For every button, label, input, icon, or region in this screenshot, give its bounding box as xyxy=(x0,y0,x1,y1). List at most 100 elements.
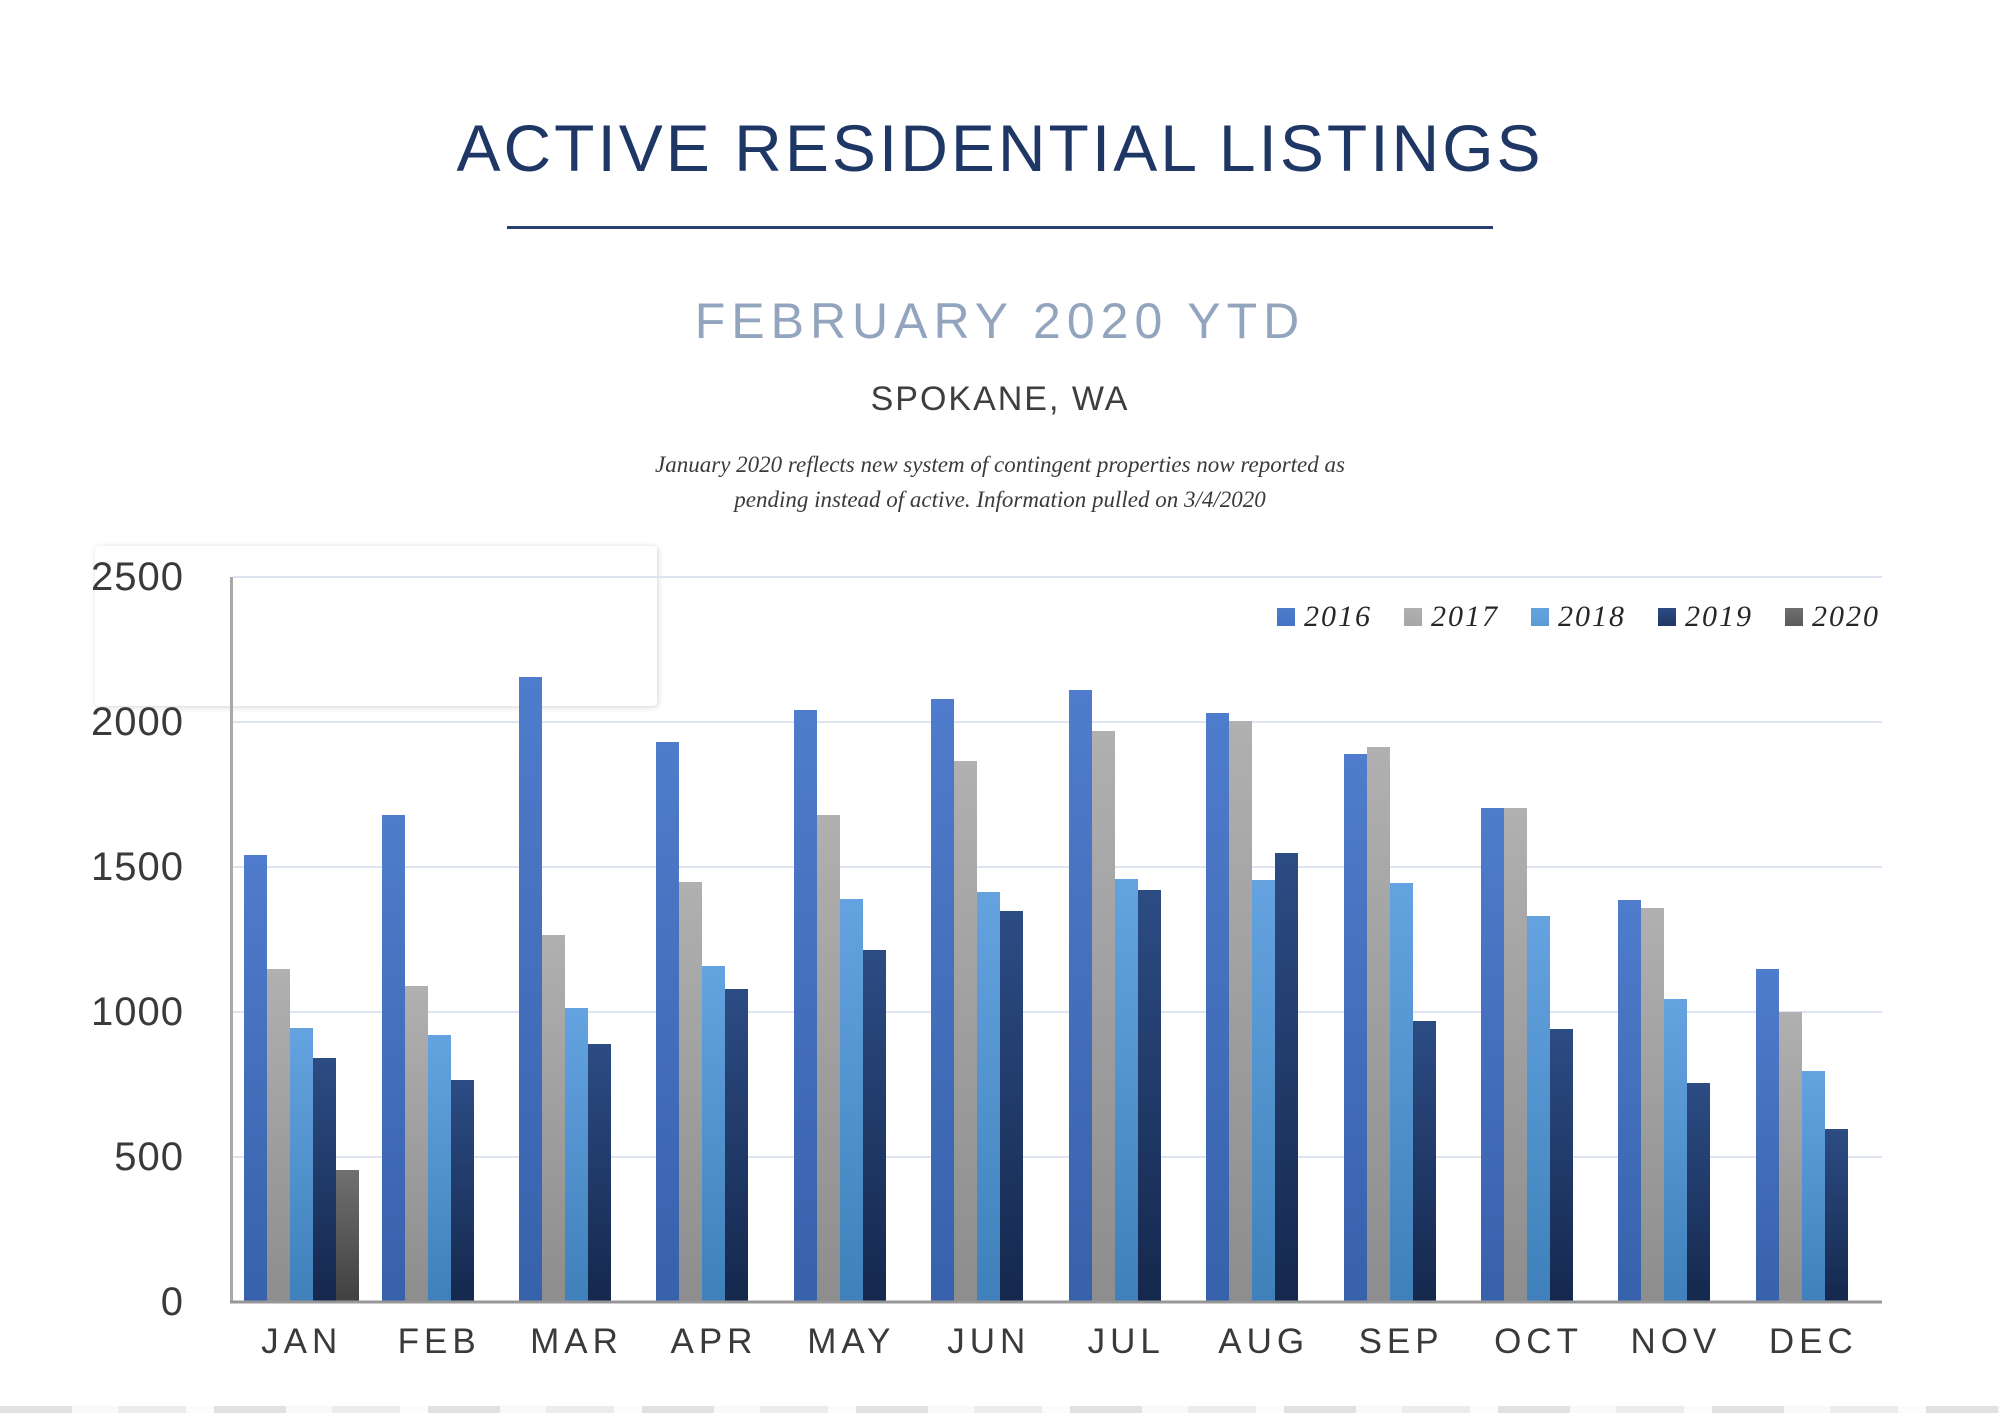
bar-slot-2019-jun xyxy=(1000,577,1024,1302)
bar-2018-dec xyxy=(1801,1071,1825,1302)
x-label-sep: SEP xyxy=(1358,1322,1444,1361)
bar-slot-2017-apr xyxy=(679,577,703,1302)
bar-slot-2019-sep xyxy=(1412,577,1436,1302)
bar-slot-2018-jan xyxy=(290,577,314,1302)
chart-backdrop-shadow xyxy=(95,546,657,706)
bar-slot-2020-dec xyxy=(1848,577,1871,1302)
x-axis-line xyxy=(230,1300,1882,1304)
legend-swatch-2018 xyxy=(1531,608,1549,626)
bar-2020-jan xyxy=(336,1170,360,1302)
bar-slot-2016-jun xyxy=(931,577,955,1302)
bar-group-jun xyxy=(920,577,1057,1302)
bar-2017-aug xyxy=(1229,720,1253,1302)
legend-label-2017: 2017 xyxy=(1431,600,1499,633)
bar-slot-2017-nov xyxy=(1641,577,1665,1302)
legend-swatch-2016 xyxy=(1277,608,1295,626)
bar-slot-2018-aug xyxy=(1252,577,1276,1302)
bar-2017-mar xyxy=(542,935,566,1302)
bar-slot-2018-nov xyxy=(1664,577,1688,1302)
bar-slot-2018-may xyxy=(839,577,863,1302)
bar-slot-2019-jul xyxy=(1137,577,1161,1302)
bar-slot-2019-oct xyxy=(1550,577,1573,1302)
legend-item-2018: 2018 xyxy=(1531,602,1626,632)
bar-2019-nov xyxy=(1687,1083,1711,1302)
x-label-jan: JAN xyxy=(261,1322,343,1361)
bar-group-mar xyxy=(508,577,645,1302)
legend-swatch-2020 xyxy=(1785,608,1803,626)
y-tick-label-1500: 1500 xyxy=(91,845,184,889)
bar-slot-2019-dec xyxy=(1824,577,1848,1302)
bar-slot-2016-nov xyxy=(1618,577,1642,1302)
bar-slot-2017-feb xyxy=(404,577,428,1302)
bar-slot-2020-oct xyxy=(1573,577,1596,1302)
bar-2019-jun xyxy=(1000,910,1024,1302)
bar-2019-aug xyxy=(1275,852,1299,1302)
bar-slot-2016-dec xyxy=(1755,577,1779,1302)
bar-2018-sep xyxy=(1389,882,1413,1302)
legend: 2016 2017 2018 2019 2020 xyxy=(1277,602,1880,632)
bar-slot-2020-jun xyxy=(1023,577,1046,1302)
bar-group-jul xyxy=(1058,577,1195,1302)
bar-2018-jul xyxy=(1114,878,1138,1302)
bar-slot-2016-may xyxy=(793,577,817,1302)
x-axis-labels: JAN FEB MAR APR MAY JUN JUL AUG SEP OCT NOV DEC xyxy=(233,1322,1882,1362)
gridline-2000 xyxy=(233,721,1882,723)
bar-slot-2017-oct xyxy=(1504,577,1527,1302)
bar-slot-2017-sep xyxy=(1366,577,1390,1302)
y-tick-label-0: 0 xyxy=(160,1280,184,1324)
bottom-edge-artifact xyxy=(0,1406,2000,1413)
legend-swatch-2019 xyxy=(1658,608,1676,626)
plot-area xyxy=(230,576,1882,1304)
x-label-jul: JUL xyxy=(1087,1322,1165,1361)
bar-slot-2016-sep xyxy=(1343,577,1367,1302)
bar-slot-2020-feb xyxy=(474,577,497,1302)
bar-slot-2019-nov xyxy=(1687,577,1711,1302)
bar-2017-oct xyxy=(1504,807,1527,1302)
bar-slot-2016-feb xyxy=(381,577,405,1302)
bar-slot-2018-sep xyxy=(1389,577,1413,1302)
x-label-aug: AUG xyxy=(1218,1322,1310,1361)
bar-2017-apr xyxy=(679,881,703,1302)
bar-2019-jul xyxy=(1137,890,1161,1302)
bar-2018-nov xyxy=(1664,998,1688,1302)
bar-slot-2019-apr xyxy=(725,577,749,1302)
legend-item-2016: 2016 xyxy=(1277,602,1372,632)
y-tick-label-2500: 2500 xyxy=(91,555,184,599)
bar-slot-2020-aug xyxy=(1298,577,1321,1302)
bar-2018-apr xyxy=(702,965,726,1302)
bar-group-apr xyxy=(645,577,782,1302)
x-label-feb: FEB xyxy=(397,1322,481,1361)
note-line-1: January 2020 reflects new system of cont… xyxy=(655,452,1345,477)
bar-2016-aug xyxy=(1206,713,1230,1302)
y-axis-line xyxy=(230,577,233,1302)
bar-2017-sep xyxy=(1366,746,1390,1302)
bar-slot-2016-mar xyxy=(519,577,543,1302)
bar-2016-oct xyxy=(1481,807,1504,1302)
legend-label-2020: 2020 xyxy=(1812,600,1880,633)
gridline-1500 xyxy=(233,866,1882,868)
bar-slot-2020-nov xyxy=(1710,577,1733,1302)
bar-slot-2019-aug xyxy=(1275,577,1299,1302)
bar-2016-jul xyxy=(1068,690,1092,1302)
bar-group-jan xyxy=(233,577,370,1302)
legend-item-2020: 2020 xyxy=(1785,602,1880,632)
legend-item-2017: 2017 xyxy=(1404,602,1499,632)
gridline-2500 xyxy=(233,576,1882,578)
gridline-500 xyxy=(233,1156,1882,1158)
bar-2017-nov xyxy=(1641,907,1665,1302)
bar-slot-2019-may xyxy=(862,577,886,1302)
bar-2016-jun xyxy=(931,698,955,1302)
bar-slot-2018-feb xyxy=(427,577,451,1302)
bar-slot-2020-sep xyxy=(1436,577,1459,1302)
bar-slot-2019-feb xyxy=(450,577,474,1302)
bar-slot-2016-apr xyxy=(656,577,680,1302)
bar-2016-nov xyxy=(1618,900,1642,1302)
bar-2017-feb xyxy=(404,985,428,1302)
legend-item-2019: 2019 xyxy=(1658,602,1753,632)
x-label-jun: JUN xyxy=(947,1322,1031,1361)
bar-slot-2018-mar xyxy=(565,577,589,1302)
bar-2018-jan xyxy=(290,1027,314,1302)
footnote: January 2020 reflects new system of cont… xyxy=(0,447,2000,517)
bar-slot-2018-oct xyxy=(1527,577,1550,1302)
bar-2016-apr xyxy=(656,742,680,1302)
